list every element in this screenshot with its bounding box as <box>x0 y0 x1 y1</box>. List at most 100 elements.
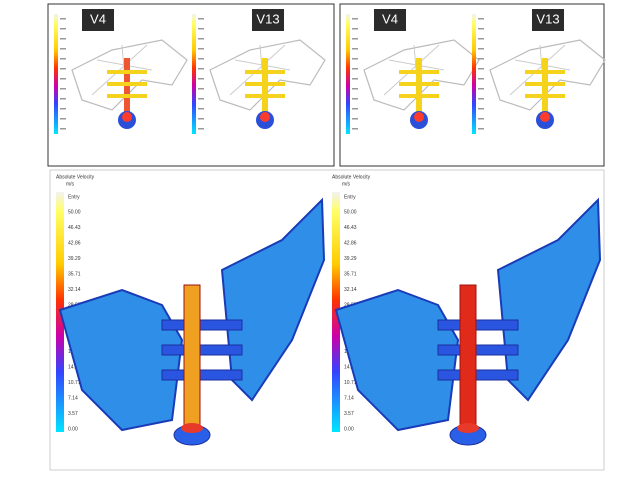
colorbar-tick <box>352 118 358 120</box>
colorbar-tick <box>198 98 204 100</box>
colorbar-tick <box>352 98 358 100</box>
colorbar-tick <box>478 78 484 80</box>
colorbar-tick <box>478 38 484 40</box>
gate <box>161 319 243 331</box>
colorbar-tick <box>60 98 66 100</box>
colorbar-tick <box>352 18 358 20</box>
colorbar-tick <box>198 128 204 130</box>
legend-header: Entry <box>344 194 356 200</box>
colorbar <box>54 14 58 134</box>
wireframe <box>363 39 480 111</box>
colorbar <box>472 14 476 134</box>
version-label: V4 <box>382 11 398 26</box>
colorbar-tick <box>60 38 66 40</box>
legend-unit: m/s <box>66 181 75 187</box>
colorbar-tick <box>198 78 204 80</box>
version-label: V13 <box>536 11 559 26</box>
legend-value: 42.86 <box>344 240 357 246</box>
legend-value: 14.29 <box>344 364 357 370</box>
legend-value: 7.14 <box>68 395 78 401</box>
sprue-top <box>414 112 424 122</box>
runner-branch <box>245 94 285 98</box>
runner-branch <box>107 94 147 98</box>
colorbar-tick <box>198 48 204 50</box>
legend-value: 14.29 <box>68 364 81 370</box>
version-label: V4 <box>90 11 106 26</box>
runner-branch <box>399 82 439 86</box>
legend-value: 32.14 <box>344 287 357 293</box>
colorbar-tick <box>352 28 358 30</box>
sprue-top <box>540 112 550 122</box>
sprue-top <box>181 423 203 433</box>
colorbar-tick <box>198 68 204 70</box>
colorbar-tick <box>198 118 204 120</box>
legend-value: 39.29 <box>344 256 357 262</box>
colorbar-tick <box>478 88 484 90</box>
colorbar-tick <box>352 68 358 70</box>
wireframe <box>71 39 188 111</box>
colorbar-tick <box>60 128 66 130</box>
gate <box>437 344 519 356</box>
runner-branch <box>107 82 147 86</box>
runner <box>124 58 130 116</box>
wireframe <box>209 39 326 111</box>
legend-value: 10.71 <box>344 380 357 386</box>
label-box <box>532 9 564 31</box>
gate <box>161 369 243 381</box>
colorbar-tick <box>60 108 66 110</box>
colorbar-tick <box>60 68 66 70</box>
runner-branch <box>525 70 565 74</box>
runner-branch <box>399 94 439 98</box>
colorbar-tick <box>352 128 358 130</box>
legend-value: 46.43 <box>344 225 357 231</box>
casting <box>496 197 602 402</box>
casting <box>220 197 326 402</box>
colorbar-tick <box>60 48 66 50</box>
legend-value: 42.86 <box>68 240 81 246</box>
colorbar <box>346 14 350 134</box>
gate <box>437 369 519 381</box>
colorbar-tick <box>478 58 484 60</box>
runner-branch <box>245 70 285 74</box>
colorbar-tick <box>478 128 484 130</box>
colorbar-tick <box>60 28 66 30</box>
runner <box>542 58 548 116</box>
colorbar-tick <box>352 78 358 80</box>
colorbar-tick <box>478 48 484 50</box>
colorbar-tick <box>478 118 484 120</box>
colorbar-tick <box>478 28 484 30</box>
runner-branch <box>525 82 565 86</box>
sprue-top <box>122 112 132 122</box>
colorbar-tick <box>352 48 358 50</box>
legend-value: 7.14 <box>344 395 354 401</box>
colorbar-tick <box>478 98 484 100</box>
colorbar-tick <box>60 78 66 80</box>
colorbar-tick <box>478 108 484 110</box>
colorbar-tick <box>478 18 484 20</box>
colorbar-tick <box>198 58 204 60</box>
runner-branch <box>399 70 439 74</box>
legend-value: 35.71 <box>68 271 81 277</box>
sprue-top <box>457 423 479 433</box>
colorbar-tick <box>198 28 204 30</box>
runner-branch <box>525 94 565 98</box>
legend-value: 10.71 <box>68 380 81 386</box>
colorbar <box>192 14 196 134</box>
legend-value: 46.43 <box>68 225 81 231</box>
label-box <box>82 9 114 31</box>
runner-branch <box>245 82 285 86</box>
colorbar-tick <box>198 18 204 20</box>
colorbar-tick <box>60 88 66 90</box>
legend-value: 50.00 <box>344 209 357 215</box>
colorbar-tick <box>198 108 204 110</box>
legend-value: 3.57 <box>68 411 78 417</box>
colorbar-tick <box>60 18 66 20</box>
runner <box>459 284 477 426</box>
legend-value: 32.14 <box>68 287 81 293</box>
legend-header: Entry <box>68 194 80 200</box>
gate <box>437 319 519 331</box>
colorbar-tick <box>198 38 204 40</box>
legend-title: Absolute Velocity <box>332 174 371 180</box>
colorbar-tick <box>60 58 66 60</box>
